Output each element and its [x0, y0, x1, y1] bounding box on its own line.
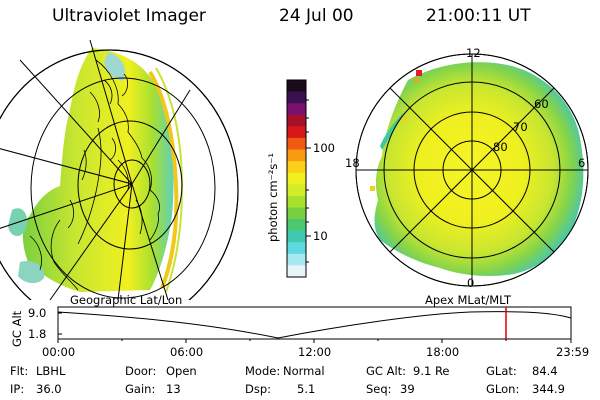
apex-map — [355, 53, 589, 287]
colorbar-segment — [287, 184, 306, 197]
info-seq-key: Seq: — [366, 382, 392, 396]
colorbar-segment — [287, 161, 306, 174]
time-label: 21:00:11 UT — [426, 6, 531, 26]
info-door-key: Door: — [125, 364, 157, 378]
info-gcalt-value: 9.1 Re — [413, 364, 450, 378]
colorbar-segment — [287, 91, 306, 104]
colorbar-segment — [287, 207, 306, 220]
colorbar-segment — [287, 230, 306, 243]
date-label: 24 Jul 00 — [279, 6, 354, 26]
info-gain-value: 13 — [166, 382, 181, 396]
altitude-ytick-1-8: 1.8 — [28, 327, 47, 341]
altitude-xtick-0600: 06:00 — [170, 345, 204, 359]
altitude-curve — [57, 311, 572, 339]
info-flt-key: Flt: — [10, 364, 29, 378]
altitude-plot — [57, 306, 572, 343]
info-door-value: Open — [166, 364, 197, 378]
colorbar-segment — [287, 126, 306, 139]
altitude-ytick-9: 9.0 — [28, 306, 47, 320]
colorbar-segment — [287, 172, 306, 185]
colorbar-segment — [287, 80, 306, 93]
info-glat-key: GLat: — [486, 364, 517, 378]
altitude-xtick-1200: 12:00 — [298, 345, 332, 359]
mlat-label-70: 70 — [513, 120, 528, 134]
info-mode-key: Mode: — [245, 364, 281, 378]
colorbar-segment — [287, 195, 306, 209]
altitude-xtick-1800: 18:00 — [426, 345, 460, 359]
colorbar-tick-100: 100 — [313, 141, 335, 155]
left-map-caption: Geographic Lat/Lon — [70, 293, 183, 307]
info-glon-value: 344.9 — [532, 382, 565, 396]
colorbar-tick-10: 10 — [313, 229, 328, 243]
altitude-xtick-2359: 23:59 — [556, 345, 590, 359]
info-seq-value: 39 — [400, 382, 415, 396]
colorbar-segment — [287, 253, 306, 267]
info-glat-value: 84.4 — [532, 364, 558, 378]
colorbar-unit-label: photon cm⁻²s⁻¹ — [266, 153, 280, 242]
altitude-ylabel: GC Alt — [10, 310, 24, 347]
info-mode-value: Normal — [283, 364, 325, 378]
right-aurora-image — [374, 62, 584, 276]
info-gcalt-key: GC Alt: — [366, 364, 407, 378]
mlat-label-80: 80 — [493, 140, 508, 154]
colorbar-segment — [287, 137, 306, 151]
mlt-label-18: 18 — [345, 156, 360, 170]
geographic-map — [0, 39, 239, 300]
mlt-label-0: 0 — [467, 276, 475, 290]
info-ip-value: 36.0 — [36, 382, 62, 396]
colorbar-segment — [287, 114, 306, 127]
colorbar-segment — [287, 103, 306, 116]
mlt-label-12: 12 — [466, 46, 481, 60]
info-flt-value: LBHL — [36, 364, 66, 378]
instrument-title: Ultraviolet Imager — [52, 6, 206, 26]
right-map-caption: Apex MLat/MLT — [425, 293, 512, 307]
mlt-label-6: 6 — [578, 156, 586, 170]
altitude-xtick-0000: 00:00 — [42, 345, 76, 359]
left-aurora-image — [22, 48, 174, 292]
info-dsp-value: 5.1 — [297, 382, 316, 396]
info-glon-key: GLon: — [486, 382, 520, 396]
info-dsp-key: Dsp: — [245, 382, 272, 396]
mlat-label-60: 60 — [534, 97, 549, 111]
colorbar — [286, 79, 311, 278]
colorbar-segment — [287, 242, 306, 255]
apex-grid — [355, 53, 589, 287]
colorbar-segment — [287, 149, 306, 162]
info-ip-key: IP: — [10, 382, 25, 396]
colorbar-segment — [287, 265, 306, 278]
colorbar-segment — [287, 219, 306, 232]
info-gain-key: Gain: — [125, 382, 156, 396]
